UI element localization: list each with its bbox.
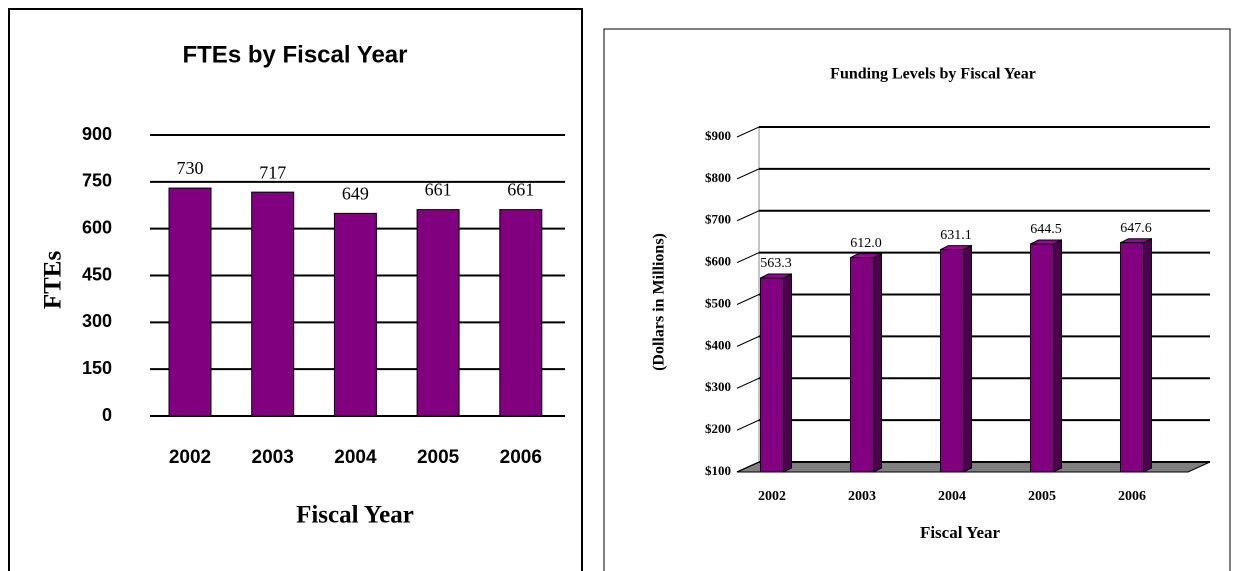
y-axis-label: FTEs <box>40 251 67 310</box>
y-tick-label: $200 <box>705 421 731 436</box>
y-tick-label: $700 <box>705 212 731 227</box>
grid-line-side <box>736 168 760 180</box>
x-axis-label: Fiscal Year <box>296 502 414 529</box>
x-tick-label: 2005 <box>417 447 460 468</box>
x-tick-label: 2004 <box>938 489 966 504</box>
bar-side <box>783 273 792 473</box>
y-tick-label: $800 <box>705 170 731 185</box>
value-label: 717 <box>259 162 286 182</box>
y-tick-label: 450 <box>82 264 112 284</box>
y-tick-label: 750 <box>82 171 112 191</box>
value-label: 563.3 <box>760 256 792 271</box>
y-tick-label: $300 <box>705 379 731 394</box>
bar <box>168 187 212 417</box>
y-axis-label: (Dollars in Millions) <box>651 233 668 371</box>
value-label: 661 <box>507 180 534 200</box>
bar-side <box>873 252 882 473</box>
x-tick-label: 2003 <box>848 489 876 504</box>
value-label: 612.0 <box>850 236 882 251</box>
bar-side <box>1053 239 1062 473</box>
bar <box>499 209 543 417</box>
grid-line-side <box>736 335 760 347</box>
y-tick-label: $600 <box>705 254 731 269</box>
bar <box>1120 242 1144 473</box>
x-tick-label: 2002 <box>758 489 786 504</box>
bar-side <box>963 244 972 473</box>
bar-side <box>1143 237 1152 473</box>
grid-line-side <box>736 126 760 138</box>
y-tick-label: $900 <box>705 128 731 143</box>
bar <box>333 212 377 417</box>
x-tick-label: 2003 <box>252 447 294 468</box>
x-tick-label: 2005 <box>1028 489 1056 504</box>
left-panel <box>8 8 583 571</box>
bar <box>760 277 784 473</box>
x-tick-label: 2006 <box>1118 489 1146 504</box>
x-axis-label: Fiscal Year <box>920 523 1001 542</box>
y-tick-label: 600 <box>82 217 112 237</box>
x-tick-label: 2004 <box>334 447 377 468</box>
chart-title: FTEs by Fiscal Year <box>182 41 407 68</box>
x-tick-label: 2006 <box>500 447 542 468</box>
bar <box>251 191 295 417</box>
grid-line-side <box>736 377 760 389</box>
grid-line-side <box>736 210 760 222</box>
bar <box>416 209 460 417</box>
value-label: 730 <box>177 158 204 178</box>
bar <box>1030 243 1054 473</box>
y-tick-label: $400 <box>705 337 731 352</box>
value-label: 649 <box>342 183 369 203</box>
x-tick-label: 2002 <box>169 447 211 468</box>
value-label: 661 <box>425 180 452 200</box>
value-label: 631.1 <box>940 228 972 243</box>
right-panel <box>603 28 1231 571</box>
y-tick-label: $100 <box>705 463 731 478</box>
bar <box>940 249 964 473</box>
bar <box>850 257 874 473</box>
value-label: 644.5 <box>1030 222 1062 237</box>
y-tick-label: $500 <box>705 295 731 310</box>
y-tick-label: 900 <box>82 124 112 144</box>
y-tick-label: 300 <box>82 311 112 331</box>
grid-line-side <box>736 294 760 305</box>
grid-line-side <box>736 419 760 431</box>
y-tick-label: 0 <box>102 405 112 425</box>
grid-line-side <box>736 461 760 473</box>
chart-title: Funding Levels by Fiscal Year <box>830 66 1036 83</box>
value-label: 647.6 <box>1120 221 1152 236</box>
y-tick-label: 150 <box>82 358 112 378</box>
grid-line-side <box>736 252 760 264</box>
